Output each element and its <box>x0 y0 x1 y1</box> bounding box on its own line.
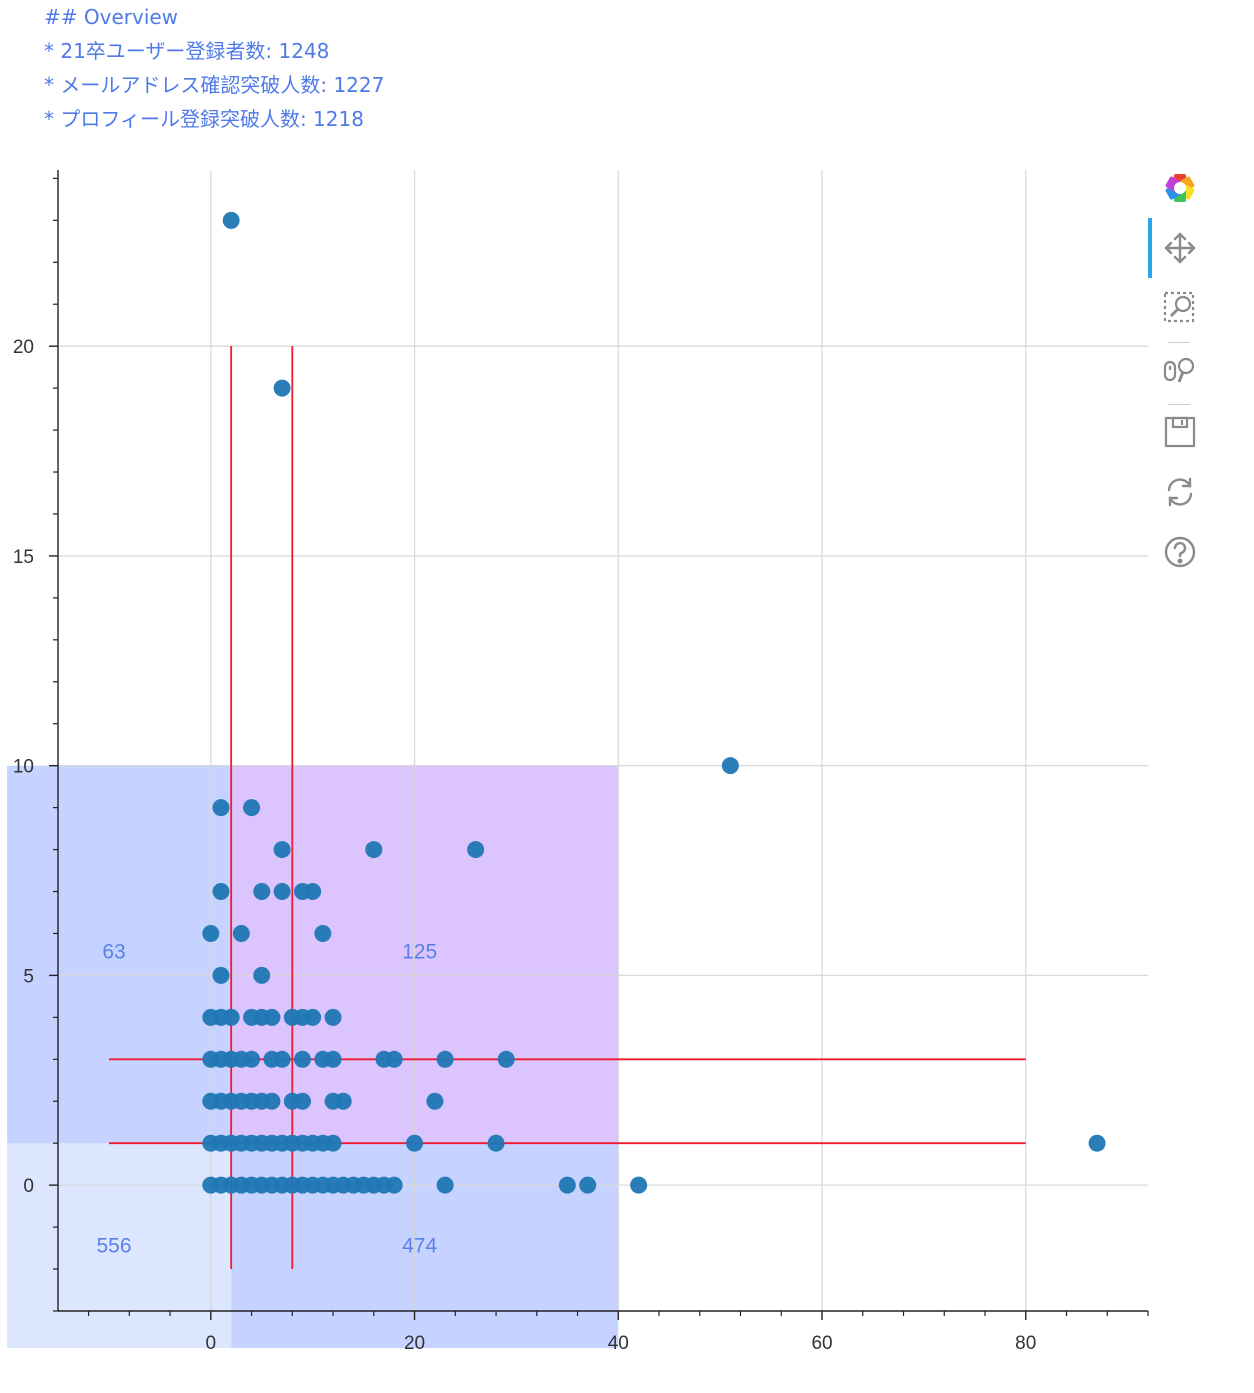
grid-lines <box>58 170 1148 1311</box>
data-point[interactable] <box>324 1050 342 1068</box>
data-point[interactable] <box>579 1176 597 1194</box>
data-point[interactable] <box>212 883 230 901</box>
data-point[interactable] <box>436 1050 454 1068</box>
data-point[interactable] <box>273 1050 291 1068</box>
region-2 <box>231 1143 619 1348</box>
data-point[interactable] <box>232 924 250 942</box>
region-0 <box>7 1143 232 1348</box>
y-tick-label: 20 <box>13 337 34 358</box>
data-point[interactable] <box>304 883 322 901</box>
overview-line-profile-registered: * プロフィール登録突破人数: 1218 <box>44 107 364 131</box>
data-point[interactable] <box>293 1050 311 1068</box>
data-point[interactable] <box>324 1008 342 1026</box>
help-icon[interactable] <box>1162 534 1198 570</box>
x-tick-label: 60 <box>811 1333 832 1354</box>
data-point[interactable] <box>721 757 739 775</box>
data-point[interactable] <box>304 1008 322 1026</box>
data-point[interactable] <box>436 1176 454 1194</box>
data-point[interactable] <box>273 379 291 397</box>
save-icon[interactable] <box>1162 414 1198 450</box>
data-point[interactable] <box>365 841 383 859</box>
toolbar-separator <box>1168 404 1190 405</box>
data-point[interactable] <box>202 924 220 942</box>
region-count-label: 556 <box>97 1234 132 1257</box>
data-point[interactable] <box>630 1176 648 1194</box>
data-point[interactable] <box>293 1092 311 1110</box>
data-point[interactable] <box>222 211 240 229</box>
wheel-zoom-icon[interactable] <box>1162 352 1198 388</box>
data-point[interactable] <box>243 1050 261 1068</box>
data-point[interactable] <box>263 1008 281 1026</box>
region-3 <box>231 765 619 1144</box>
plot-toolbar <box>1148 166 1210 586</box>
data-point[interactable] <box>385 1176 403 1194</box>
active-tool-indicator <box>1148 218 1152 278</box>
y-tick-label: 10 <box>13 757 34 778</box>
data-point[interactable] <box>263 1092 281 1110</box>
x-tick-label: 20 <box>404 1333 425 1354</box>
overview-heading: ## Overview <box>44 5 179 29</box>
toolbar-separator <box>1168 342 1190 343</box>
x-tick-label: 80 <box>1015 1333 1036 1354</box>
data-point[interactable] <box>222 1008 240 1026</box>
data-point[interactable] <box>385 1050 403 1068</box>
region-count-label: 474 <box>402 1234 437 1257</box>
x-tick-label: 40 <box>608 1333 629 1354</box>
highlight-regions <box>7 765 619 1348</box>
overview-line-registered: * 21卒ユーザー登録者数: 1248 <box>44 39 330 63</box>
data-point[interactable] <box>558 1176 576 1194</box>
y-tick-label: 5 <box>23 966 34 987</box>
region-count-label: 125 <box>402 941 437 964</box>
pan-icon[interactable] <box>1162 230 1198 266</box>
data-point[interactable] <box>253 966 271 984</box>
overview-line-email-verified: * メールアドレス確認突破人数: 1227 <box>44 73 385 97</box>
region-labels: 556 63 474 125 <box>97 941 438 1258</box>
region-1 <box>7 765 232 1144</box>
reset-icon[interactable] <box>1162 474 1198 510</box>
y-tick-label: 0 <box>23 1176 34 1197</box>
x-tick-label: 0 <box>206 1333 217 1354</box>
data-point[interactable] <box>314 924 332 942</box>
overview-text: ## Overview * 21卒ユーザー登録者数: 1248 * メールアドレ… <box>44 0 384 136</box>
data-point[interactable] <box>487 1134 505 1152</box>
bokeh-logo-icon[interactable] <box>1162 170 1198 206</box>
data-point[interactable] <box>1088 1134 1106 1152</box>
data-point[interactable] <box>243 799 261 817</box>
data-point[interactable] <box>324 1134 342 1152</box>
data-point[interactable] <box>273 883 291 901</box>
data-point[interactable] <box>426 1092 444 1110</box>
data-point[interactable] <box>212 799 230 817</box>
data-point[interactable] <box>253 883 271 901</box>
data-point[interactable] <box>334 1092 352 1110</box>
data-point[interactable] <box>273 841 291 859</box>
region-count-label: 63 <box>102 941 125 964</box>
box-zoom-icon[interactable] <box>1162 290 1198 326</box>
data-point[interactable] <box>212 966 230 984</box>
data-points[interactable] <box>202 211 1106 1194</box>
data-point[interactable] <box>497 1050 515 1068</box>
y-tick-label: 15 <box>13 547 34 568</box>
axes: 0 20 40 60 80 0 5 10 15 20 <box>13 170 1149 1354</box>
data-point[interactable] <box>406 1134 424 1152</box>
data-point[interactable] <box>467 841 485 859</box>
